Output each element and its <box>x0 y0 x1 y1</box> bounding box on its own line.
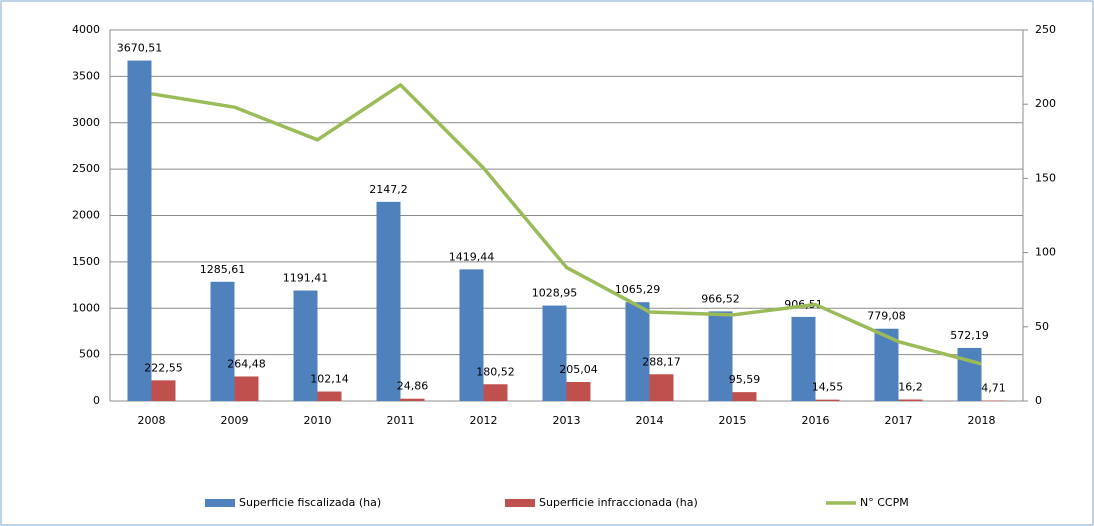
x-tick-label: 2013 <box>553 414 581 427</box>
bar <box>483 384 508 401</box>
bar <box>898 399 923 401</box>
y-tick-label: 1000 <box>72 301 100 314</box>
x-tick-label: 2012 <box>470 414 498 427</box>
y-tick-label: 2000 <box>72 209 100 222</box>
y2-tick-label: 0 <box>1035 394 1042 407</box>
data-label: 1191,41 <box>283 271 329 284</box>
legend-label: N° CCPM <box>860 496 909 509</box>
x-tick-label: 2011 <box>387 414 415 427</box>
legend-label: Superficie fiscalizada (ha) <box>239 496 381 509</box>
y2-tick-label: 50 <box>1035 320 1049 333</box>
bar <box>400 398 425 401</box>
legend-swatch <box>505 499 535 507</box>
data-label: 4,71 <box>981 382 1006 395</box>
data-label: 24,86 <box>397 380 429 393</box>
data-label: 102,14 <box>310 373 349 386</box>
bar <box>151 380 176 401</box>
bar <box>649 374 674 401</box>
y-tick-label: 3000 <box>72 116 100 129</box>
x-tick-label: 2018 <box>968 414 996 427</box>
data-label: 288,17 <box>642 355 681 368</box>
y2-tick-label: 250 <box>1035 23 1056 36</box>
x-tick-label: 2009 <box>221 414 249 427</box>
y-tick-label: 0 <box>93 394 100 407</box>
legend-swatch <box>205 499 235 507</box>
data-label: 95,59 <box>729 373 761 386</box>
data-label: 1285,61 <box>200 263 246 276</box>
y-tick-label: 2500 <box>72 162 100 175</box>
bar <box>127 60 152 402</box>
y-tick-label: 3500 <box>72 69 100 82</box>
data-label: 1419,44 <box>449 250 495 263</box>
bar <box>708 311 733 401</box>
x-tick-label: 2010 <box>304 414 332 427</box>
bar <box>732 392 757 401</box>
bar <box>210 281 235 401</box>
x-tick-label: 2016 <box>802 414 830 427</box>
bar <box>791 316 816 401</box>
bar <box>625 302 650 401</box>
bar <box>815 399 840 401</box>
bar <box>459 269 484 401</box>
bar <box>566 381 591 401</box>
line-series <box>151 83 982 366</box>
y2-tick-label: 150 <box>1035 171 1056 184</box>
x-tick-label: 2008 <box>138 414 166 427</box>
data-label: 264,48 <box>227 357 266 370</box>
data-label: 180,52 <box>476 365 515 378</box>
data-label: 3670,51 <box>117 42 163 55</box>
bar <box>542 305 567 401</box>
y2-tick-label: 100 <box>1035 246 1056 259</box>
data-label: 205,04 <box>559 363 598 376</box>
bar <box>957 347 982 401</box>
data-label: 2147,2 <box>369 183 408 196</box>
data-label: 1028,95 <box>532 287 578 300</box>
bar <box>293 290 318 401</box>
data-label: 966,52 <box>701 292 740 305</box>
legend-label: Superficie infraccionada (ha) <box>539 496 698 509</box>
x-tick-label: 2017 <box>885 414 913 427</box>
x-tick-label: 2014 <box>636 414 664 427</box>
data-label: 222,55 <box>144 361 183 374</box>
data-label: 1065,29 <box>615 283 661 296</box>
y-tick-label: 4000 <box>72 23 100 36</box>
data-label: 14,55 <box>812 381 844 394</box>
data-label: 16,2 <box>898 380 923 393</box>
data-label: 572,19 <box>950 329 989 342</box>
bar <box>234 376 259 401</box>
bar <box>376 201 401 401</box>
y-tick-label: 1500 <box>72 255 100 268</box>
bar <box>317 391 342 401</box>
y-tick-label: 500 <box>79 348 100 361</box>
y2-tick-label: 200 <box>1035 97 1056 110</box>
data-label: 779,08 <box>867 310 906 323</box>
x-tick-label: 2015 <box>719 414 747 427</box>
